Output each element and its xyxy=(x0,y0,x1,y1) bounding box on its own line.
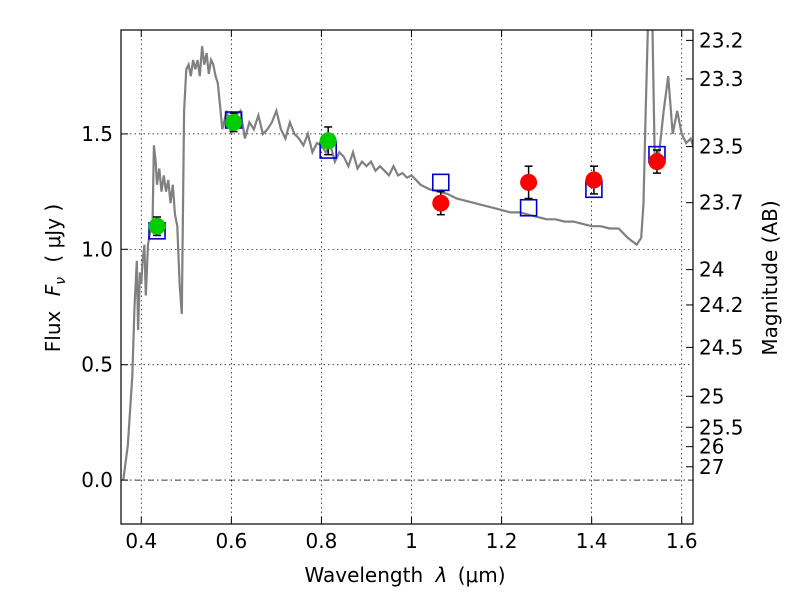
y-tick-label: 0.5 xyxy=(81,353,113,377)
y2-tick-label: 23.3 xyxy=(699,67,744,91)
y2-tick-label: 23.7 xyxy=(699,191,744,215)
y2-tick-label: 24.2 xyxy=(699,293,744,317)
photometry-points xyxy=(148,111,666,240)
x-axis-label: Wavelength λ (μm) xyxy=(304,563,505,587)
plot-frame xyxy=(120,29,694,525)
y2-tick-label: 25 xyxy=(699,384,724,408)
nir-photometry-point xyxy=(648,153,666,171)
y2-tick-label: 27 xyxy=(699,455,724,479)
y-tick-label: 1.0 xyxy=(81,237,113,261)
optical-photometry-point xyxy=(148,217,166,235)
x-tick-label: 1.4 xyxy=(576,529,608,553)
y2-tick-label: 24.5 xyxy=(699,335,744,359)
nir-photometry-point xyxy=(520,173,538,191)
x-tick-label: 1.2 xyxy=(486,529,518,553)
y-tick-label: 1.5 xyxy=(81,122,113,146)
x-tick-label: 1.6 xyxy=(666,529,698,553)
x-tick-label: 0.8 xyxy=(306,529,338,553)
optical-photometry-point xyxy=(319,132,337,150)
y2-tick-label: 24 xyxy=(699,258,724,282)
optical-photometry-point xyxy=(225,113,243,131)
y2-tick-label: 23.2 xyxy=(699,28,744,52)
sed-model-line xyxy=(122,30,693,481)
model-band-square xyxy=(519,198,538,217)
x-tick-label: 0.6 xyxy=(215,529,247,553)
model-band-square xyxy=(431,173,450,192)
y2-tick-label: 25.5 xyxy=(699,415,744,439)
x-tick-label: 1 xyxy=(405,529,418,553)
axis-ticks: 0.4 0.6 0.8 1 1.2 1.4 1.6 0.0 0.5 1.0 1.5 23.2 23.3 2… xyxy=(81,28,743,553)
grid xyxy=(121,30,693,524)
x-tick-label: 0.4 xyxy=(125,529,157,553)
y2-axis-label: Magnitude (AB) xyxy=(758,200,782,355)
y2-tick-label: 23.5 xyxy=(699,135,744,159)
y-axis-label: Flux Fν ( μJy ) xyxy=(41,204,70,352)
nir-photometry-point xyxy=(432,194,450,212)
y2-tick-label: 26 xyxy=(699,435,724,459)
y-tick-label: 0.0 xyxy=(81,468,113,492)
nir-photometry-point xyxy=(585,171,603,189)
